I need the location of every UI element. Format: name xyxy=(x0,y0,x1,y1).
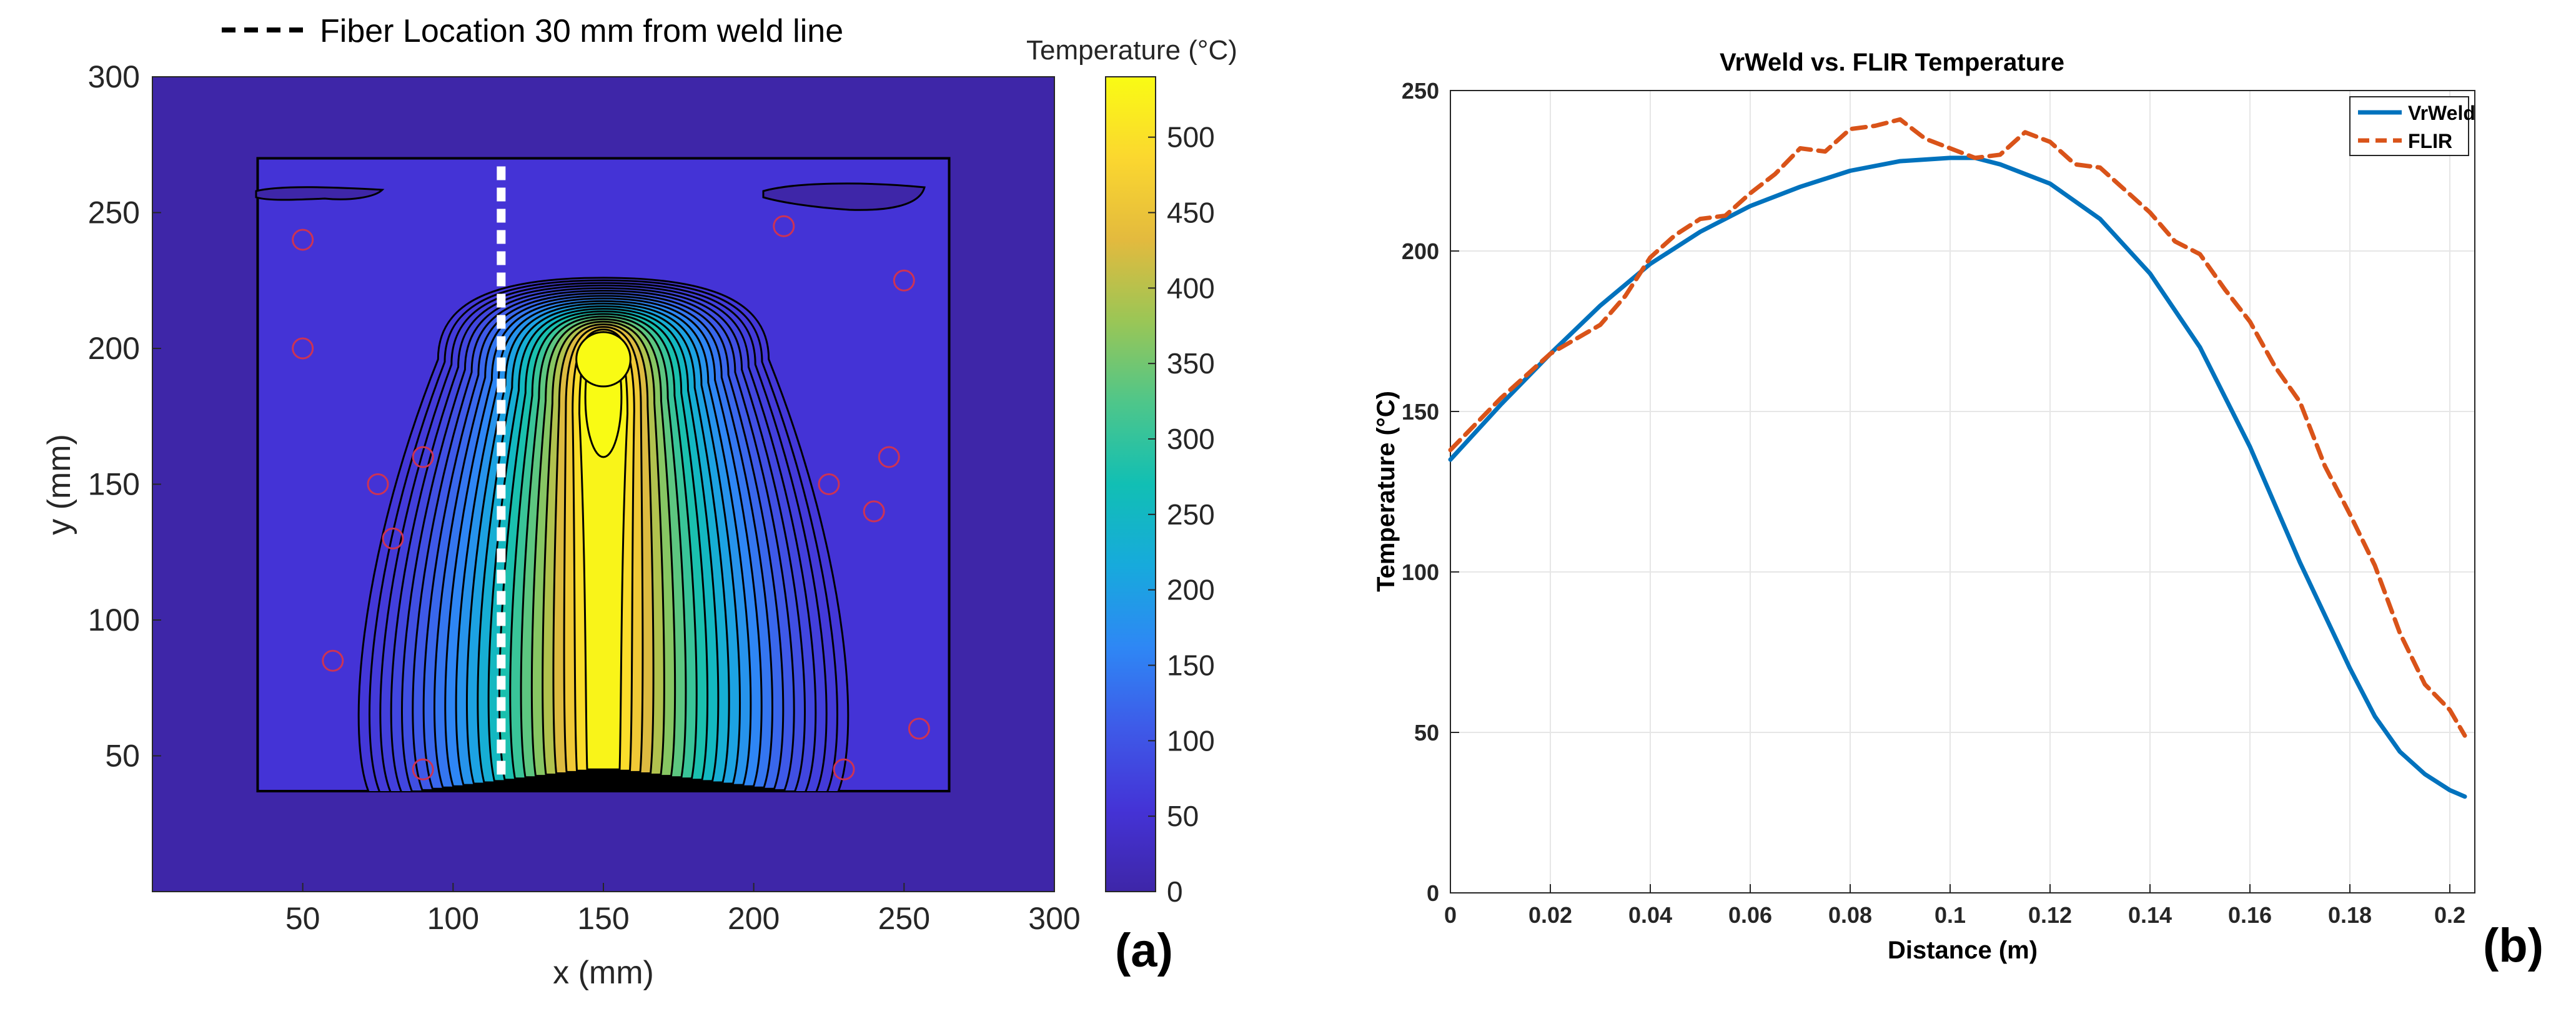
line-x-tick-label: 0.08 xyxy=(1828,902,1872,928)
thermocouple-marker xyxy=(893,269,915,292)
panel-b-line-chart: VrWeld vs. FLIR Temperature 0 0.02 0.04 0.0… xyxy=(1372,49,2544,972)
line-chart-x-label: Distance (m) xyxy=(1888,937,2038,964)
colorbar xyxy=(1105,76,1156,892)
heatmap-x-tick-label: 250 xyxy=(878,901,930,936)
edge-cold-blob-left xyxy=(255,186,385,201)
temperature-contours xyxy=(357,277,850,792)
line-chart-x-ticks: 0 0.02 0.04 0.06 0.08 0.1 0.12 0.14 0.16 0.18 0.2 xyxy=(1444,884,2465,928)
heatmap-x-tick-label: 300 xyxy=(1028,901,1080,936)
line-x-tick-label: 0.18 xyxy=(2328,902,2372,928)
line-x-tick-label: 0.1 xyxy=(1934,902,1966,928)
heatmap-y-label: y (mm) xyxy=(41,434,77,535)
line-x-tick-label: 0.06 xyxy=(1728,902,1772,928)
heatmap-y-tick-label: 200 xyxy=(88,331,140,366)
heatmap-y-tick-label: 100 xyxy=(88,603,140,637)
line-chart-legend: VrWeld FLIR xyxy=(2349,96,2475,156)
colorbar-tick-label: 300 xyxy=(1167,423,1215,455)
panel-label-a: (a) xyxy=(1115,924,1173,977)
thermocouple-marker xyxy=(818,473,840,495)
panel-a-heatmap: Fiber Location 30 mm from weld line 50 10… xyxy=(41,13,1237,991)
colorbar-tick-label: 350 xyxy=(1167,347,1215,380)
thermocouple-markers xyxy=(292,215,930,780)
thermocouple-marker xyxy=(322,649,344,672)
line-chart-title: VrWeld vs. FLIR Temperature xyxy=(1720,49,2064,76)
heatmap-x-tick-label: 200 xyxy=(728,901,780,936)
hot-spot-tip xyxy=(575,331,632,388)
thermocouple-marker xyxy=(382,528,404,549)
thermocouple-marker xyxy=(412,758,434,780)
colorbar-tick-label: 250 xyxy=(1167,498,1215,531)
line-y-tick-label: 0 xyxy=(1427,880,1439,906)
legend-fiber-label: Fiber Location 30 mm from weld line xyxy=(320,13,843,49)
line-chart-axes-frame xyxy=(1450,90,2475,893)
line-x-tick-label: 0.04 xyxy=(1628,902,1672,928)
heatmap-x-ticks: 50 100 150 200 250 300 xyxy=(285,883,1081,936)
line-x-tick-label: 0.2 xyxy=(2434,902,2465,928)
line-x-tick-label: 0.02 xyxy=(1528,902,1572,928)
colorbar-tick-label: 500 xyxy=(1167,121,1215,154)
colorbar-tick-label: 450 xyxy=(1167,197,1215,229)
series-line-vrweld xyxy=(1448,155,2467,799)
line-x-tick-label: 0.16 xyxy=(2228,902,2272,928)
heatmap-y-tick-label: 300 xyxy=(88,59,140,94)
panel-label-b: (b) xyxy=(2483,919,2544,972)
thermocouple-marker xyxy=(833,758,855,780)
heatmap-y-tick-label: 250 xyxy=(88,195,140,230)
thermocouple-marker xyxy=(367,473,389,495)
heatmap-x-tick-label: 150 xyxy=(577,901,629,936)
line-y-tick-label: 50 xyxy=(1414,720,1439,746)
line-chart-y-label: Temperature (°C) xyxy=(1372,391,1400,592)
line-chart-y-ticks: 0 50 100 150 200 250 xyxy=(1402,78,1459,906)
legend-vrweld-label: VrWeld xyxy=(2408,102,2475,124)
thermocouple-marker xyxy=(908,717,930,740)
colorbar-ticks: 0 50 100 150 200 250 300 350 400 450 500 xyxy=(1148,121,1215,908)
line-x-tick-label: 0 xyxy=(1444,902,1457,928)
thermocouple-marker xyxy=(412,446,434,468)
thermocouple-marker xyxy=(878,446,900,468)
line-x-tick-label: 0.14 xyxy=(2128,902,2172,928)
heatmap-y-tick-label: 50 xyxy=(105,739,140,774)
colorbar-tick-label: 50 xyxy=(1167,800,1199,832)
colorbar-tick-label: 200 xyxy=(1167,574,1215,606)
heatmap-x-tick-label: 50 xyxy=(285,901,320,936)
heatmap-x-tick-label: 100 xyxy=(427,901,479,936)
line-y-tick-label: 200 xyxy=(1402,239,1439,264)
colorbar-label: Temperature (°C) xyxy=(1026,35,1237,66)
line-chart-grid xyxy=(1450,90,2475,893)
legend-box xyxy=(2349,96,2469,156)
heatmap-y-ticks: 50 100 150 200 250 300 xyxy=(88,59,161,774)
edge-cold-blob-right xyxy=(762,182,926,211)
thermocouple-marker xyxy=(292,337,314,360)
series-line-flir xyxy=(1448,117,2467,738)
thermocouple-marker xyxy=(863,500,885,523)
colorbar-tick-label: 0 xyxy=(1167,875,1183,908)
line-y-tick-label: 100 xyxy=(1402,559,1439,585)
legend-flir-label: FLIR xyxy=(2408,130,2452,152)
line-y-tick-label: 150 xyxy=(1402,399,1439,425)
line-chart-series xyxy=(1448,117,2467,799)
thermocouple-marker xyxy=(292,229,314,251)
colorbar-tick-label: 100 xyxy=(1167,724,1215,757)
line-x-tick-label: 0.12 xyxy=(2028,902,2072,928)
thermocouple-marker xyxy=(773,215,795,237)
heatmap-x-label: x (mm) xyxy=(553,955,654,991)
colorbar-tick-label: 150 xyxy=(1167,649,1215,682)
heatmap-y-tick-label: 150 xyxy=(88,467,140,502)
colorbar-tick-label: 400 xyxy=(1167,272,1215,304)
line-y-tick-label: 250 xyxy=(1402,78,1439,104)
